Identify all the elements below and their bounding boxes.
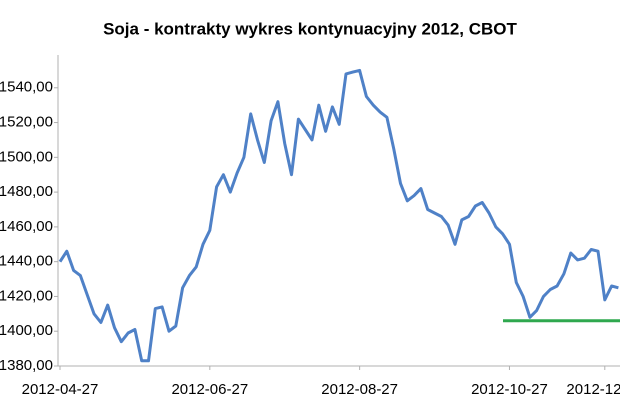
x-tick-label: 2012-10-27 <box>471 381 548 398</box>
x-tick-label: 2012-06-27 <box>171 381 248 398</box>
y-tick-label: 1400,00 <box>0 322 53 339</box>
x-tick-label: 2012-12-27 <box>566 381 620 398</box>
y-tick-label: 1480,00 <box>0 183 53 200</box>
y-tick-label: 1540,00 <box>0 79 53 96</box>
y-tick-label: 1420,00 <box>0 287 53 304</box>
y-tick-label: 1460,00 <box>0 218 53 235</box>
y-tick-label: 1500,00 <box>0 148 53 165</box>
line-series <box>58 68 619 363</box>
y-tick-label: 1380,00 <box>0 357 53 374</box>
y-tick-label: 1440,00 <box>0 253 53 270</box>
chart-title: Soja - kontrakty wykres kontynuacyjny 20… <box>103 19 517 38</box>
x-tick-label: 2012-08-27 <box>321 381 398 398</box>
y-tick-label: 1520,00 <box>0 114 53 131</box>
x-tick-label: 2012-04-27 <box>22 381 99 398</box>
